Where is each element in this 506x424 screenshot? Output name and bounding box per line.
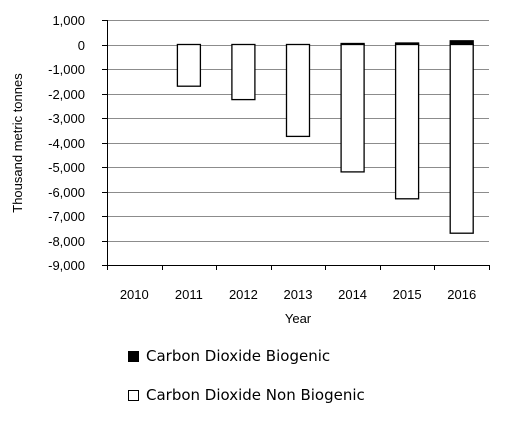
legend: Carbon Dioxide Biogenic Carbon Dioxide N… (128, 346, 365, 424)
x-tick-label: 2016 (447, 287, 476, 302)
x-tick-label: 2013 (284, 287, 313, 302)
legend-swatch-biogenic (128, 350, 139, 362)
axes (102, 20, 490, 270)
y-tick-label: 1,000 (52, 13, 85, 28)
bar-chart: 1,000 0 -1,000 -2,000 -3,000 -4,000 -5,000 -6,0… (10, 13, 490, 326)
y-tick-label: -1,000 (48, 62, 85, 77)
legend-swatch-non-biogenic (128, 389, 139, 401)
bars (176, 40, 474, 234)
x-tick-label: 2015 (393, 287, 422, 302)
x-tick-label: 2012 (229, 287, 258, 302)
y-tick-label: -6,000 (48, 185, 85, 200)
bar-non-biogenic (449, 43, 474, 234)
bar-non-biogenic (340, 43, 365, 173)
legend-label-non-biogenic: Carbon Dioxide Non Biogenic (146, 386, 365, 404)
y-tick-label: 0 (78, 38, 85, 53)
bar-non-biogenic (394, 43, 420, 200)
x-tick-labels: 2010 2011 2012 2013 2014 2015 2016 (120, 287, 476, 302)
y-tick-label: -7,000 (48, 209, 85, 224)
legend-label-biogenic: Carbon Dioxide Biogenic (146, 347, 331, 365)
x-tick-label: 2010 (120, 287, 149, 302)
x-tick-label: 2014 (338, 287, 367, 302)
x-tick-label: 2011 (175, 287, 203, 302)
x-axis-title: Year (285, 311, 312, 326)
y-tick-labels: 1,000 0 -1,000 -2,000 -3,000 -4,000 -5,000 -6,0… (48, 13, 85, 273)
legend-item-non-biogenic: Carbon Dioxide Non Biogenic (128, 385, 365, 405)
bar-non-biogenic (285, 43, 311, 138)
y-tick-label: -2,000 (48, 87, 85, 102)
y-axis-title: Thousand metric tonnes (10, 73, 25, 213)
y-tick-label: -4,000 (48, 136, 85, 151)
y-tick-label: -3,000 (48, 111, 85, 126)
bar-non-biogenic (176, 43, 202, 87)
y-tick-label: -9,000 (48, 258, 85, 273)
y-tick-label: -8,000 (48, 234, 85, 249)
bar-non-biogenic (231, 43, 256, 101)
legend-item-biogenic: Carbon Dioxide Biogenic (128, 346, 365, 366)
y-tick-label: -5,000 (48, 160, 85, 175)
